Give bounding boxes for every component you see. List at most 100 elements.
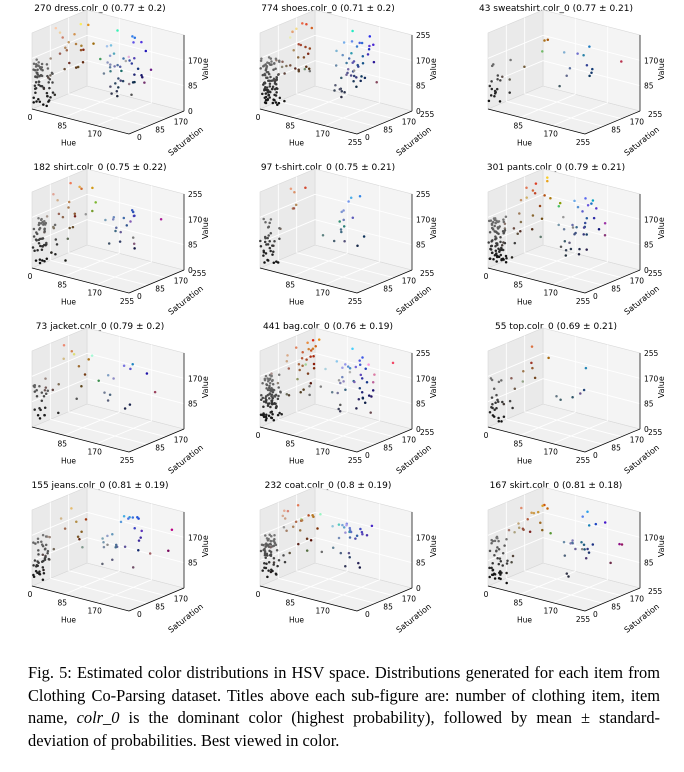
- grid-line: [296, 570, 394, 597]
- y-tick-label: 85: [155, 125, 165, 134]
- data-point: [543, 194, 546, 197]
- data-point: [501, 564, 504, 567]
- data-point: [33, 408, 36, 411]
- data-point: [149, 68, 153, 72]
- data-point: [122, 364, 126, 368]
- data-point: [367, 363, 370, 366]
- data-point: [587, 524, 591, 527]
- data-point: [273, 533, 276, 537]
- z-tick-label: 255: [644, 349, 659, 358]
- data-point: [503, 227, 507, 230]
- data-point: [308, 47, 312, 50]
- data-point: [342, 41, 346, 44]
- data-point: [58, 31, 62, 34]
- y-tick-label: 85: [611, 284, 621, 293]
- data-point: [140, 40, 143, 44]
- data-point: [125, 224, 129, 227]
- data-point: [490, 378, 494, 382]
- data-point: [277, 373, 281, 377]
- data-point: [391, 361, 395, 365]
- data-point: [341, 375, 344, 379]
- data-point: [348, 526, 352, 530]
- y-tick-label: 170: [174, 595, 189, 604]
- data-point: [512, 227, 516, 230]
- axis-line: [128, 587, 185, 612]
- data-point: [370, 524, 374, 528]
- x-tick-label: 170: [88, 289, 103, 298]
- data-point: [34, 81, 38, 84]
- grid-line: [68, 93, 166, 120]
- data-point: [503, 229, 507, 232]
- data-point: [496, 226, 500, 229]
- grid-line: [292, 411, 348, 436]
- z-tick-label: 0: [416, 107, 421, 116]
- subplot-title: 55 top.colr_0 (0.69 ± 0.21): [494, 322, 618, 332]
- data-point: [507, 528, 511, 532]
- data-point: [487, 99, 491, 103]
- axis-line: [31, 426, 130, 453]
- data-point: [505, 581, 508, 585]
- data-point: [510, 376, 513, 380]
- data-point: [67, 200, 71, 204]
- y-tick-label: 85: [611, 602, 621, 611]
- grid-line: [68, 570, 166, 597]
- data-point: [291, 525, 295, 529]
- scatter-points: [487, 38, 623, 103]
- data-point: [268, 240, 271, 243]
- data-point: [269, 57, 273, 60]
- data-point: [57, 212, 61, 216]
- data-point: [493, 217, 497, 220]
- grid-line: [68, 252, 166, 279]
- data-point: [355, 45, 359, 48]
- data-point: [371, 380, 375, 384]
- x-axis-label: Hue: [517, 616, 532, 625]
- data-point: [49, 74, 52, 77]
- data-point: [49, 57, 52, 60]
- data-point: [494, 221, 497, 225]
- data-point: [122, 216, 126, 220]
- data-point: [581, 210, 584, 213]
- z-axis-label: Value: [429, 535, 438, 557]
- data-point: [37, 241, 41, 245]
- caption-text-1: Estimated color distributions in HSV spa…: [28, 663, 660, 727]
- z-tick-label: 170: [416, 374, 431, 383]
- axis-line: [584, 269, 641, 294]
- grid-line: [50, 418, 148, 445]
- data-point: [264, 399, 268, 402]
- data-point: [282, 525, 286, 529]
- data-point: [170, 528, 174, 531]
- y-tick-label: 255: [420, 269, 435, 278]
- data-point: [292, 207, 296, 210]
- data-point: [91, 209, 94, 213]
- grid-line: [86, 60, 185, 87]
- data-point: [74, 42, 78, 46]
- data-point: [358, 386, 362, 390]
- data-point: [513, 241, 517, 245]
- data-point: [268, 397, 271, 400]
- x-tick-label: 85: [514, 598, 524, 607]
- data-point: [41, 566, 45, 569]
- grid-line: [64, 411, 120, 436]
- data-point: [35, 100, 38, 103]
- data-point: [510, 256, 514, 259]
- data-point: [337, 523, 341, 526]
- data-point: [575, 225, 578, 229]
- data-point: [347, 57, 351, 60]
- data-point: [502, 258, 505, 261]
- data-point: [352, 60, 356, 63]
- subplot-title: 441 bag.colr_0 (0.76 ± 0.19): [263, 322, 393, 332]
- data-point: [94, 201, 97, 204]
- data-point: [34, 65, 38, 68]
- data-point: [32, 541, 35, 544]
- data-point: [503, 222, 507, 225]
- x-tick-label: 85: [58, 598, 68, 607]
- data-point: [495, 260, 498, 263]
- data-point: [267, 234, 270, 237]
- z-tick-label: 85: [188, 559, 198, 568]
- data-point: [363, 401, 367, 404]
- data-point: [270, 379, 274, 383]
- data-point: [539, 235, 542, 239]
- data-point: [80, 187, 83, 191]
- data-point: [569, 247, 573, 251]
- data-point: [270, 386, 273, 390]
